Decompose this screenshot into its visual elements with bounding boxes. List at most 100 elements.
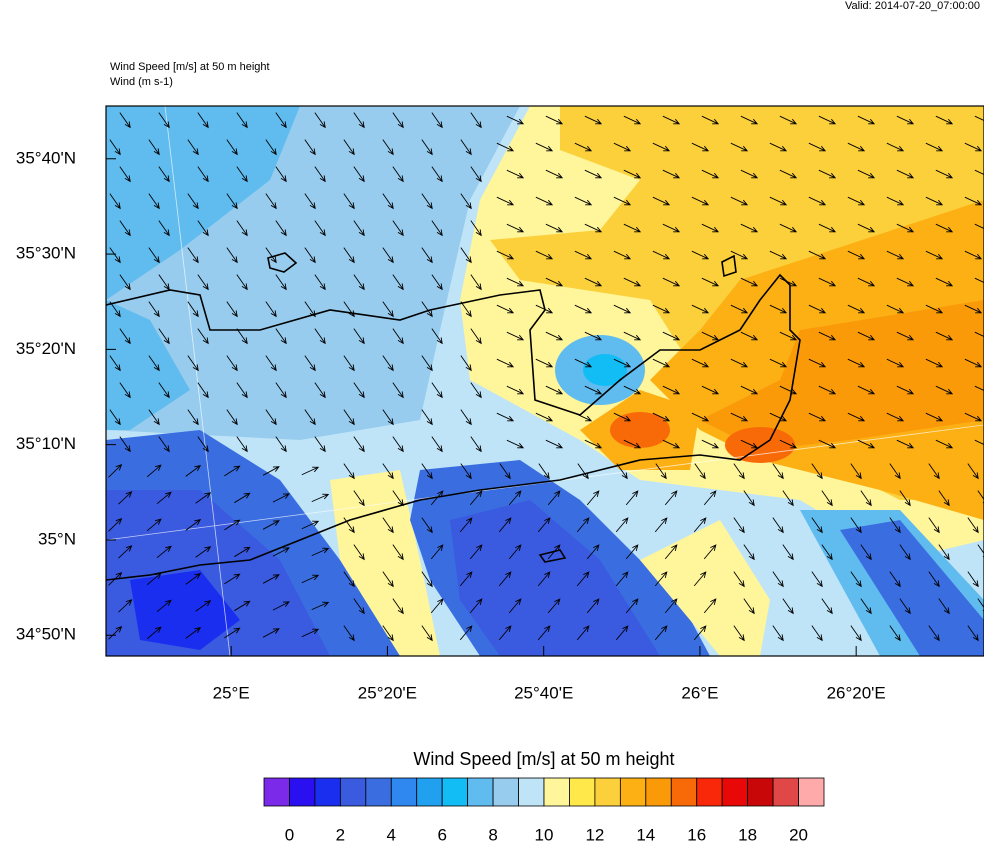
wind-arrow (431, 274, 443, 291)
wind-arrow (733, 463, 745, 480)
wind-field (106, 106, 984, 656)
wind-arrow (857, 223, 876, 233)
color-swatch (772, 777, 799, 807)
wind-arrow (343, 409, 355, 426)
wind-arrow (265, 355, 277, 372)
colorbar-label: 20 (789, 825, 808, 844)
wind-arrow (974, 169, 984, 175)
x-tick-label: 26°E (681, 683, 718, 702)
wind-arrow (469, 598, 483, 614)
wind-arrow (109, 301, 121, 318)
wind-arrow (353, 490, 365, 507)
wind-arrow (850, 517, 862, 534)
wind-arrow (811, 517, 823, 534)
wind-arrow (421, 571, 433, 588)
y-tick-label: 35°30'N (16, 244, 76, 263)
wind-arrow (108, 464, 123, 478)
wind-arrow (623, 169, 642, 179)
wind-arrow (272, 547, 290, 557)
wind-arrow (535, 412, 554, 422)
wind-arrow (460, 247, 472, 264)
wind-arrow (460, 463, 472, 480)
wind-arrow (896, 169, 915, 179)
wind-arrow (506, 223, 525, 233)
wind-arrow (886, 250, 905, 260)
wind-arrow (197, 112, 209, 129)
wind-arrow (730, 196, 749, 206)
wind-arrow (703, 544, 717, 560)
color-swatch (518, 777, 545, 807)
wind-arrow (964, 358, 983, 368)
wind-arrow (743, 598, 755, 615)
wind-arrow (964, 412, 983, 422)
wind-arrow (535, 304, 554, 314)
wind-arrow (470, 166, 482, 183)
wind-arrow (187, 193, 199, 210)
wind-arrow (119, 436, 131, 453)
color-swatch (390, 777, 418, 807)
wind-arrow (460, 301, 472, 318)
wind-arrow (808, 250, 827, 260)
colorbar-label: 0 (285, 825, 294, 844)
wind-arrow (925, 304, 944, 314)
wind-arrow (769, 304, 788, 314)
color-swatch (721, 777, 749, 807)
wind-arrow (158, 382, 170, 399)
wind-arrow (584, 115, 603, 125)
color-swatch (441, 777, 469, 807)
wind-arrow (925, 142, 944, 152)
wind-arrow (652, 250, 671, 260)
wind-arrow (967, 571, 979, 588)
wind-arrow (847, 250, 866, 260)
wind-arrow (886, 358, 905, 368)
wind-arrow (938, 544, 950, 561)
wind-arrow (382, 139, 394, 156)
wind-arrow (847, 358, 866, 368)
wind-arrow (693, 625, 707, 641)
colorbar-label: 18 (738, 825, 757, 844)
wind-arrow (974, 277, 984, 283)
wind-arrow (928, 625, 940, 642)
wind-arrow (498, 517, 512, 533)
wind-arrow (896, 439, 915, 449)
wind-arrow (421, 409, 433, 426)
wind-arrow (808, 304, 827, 314)
wind-arrow (382, 571, 394, 588)
wind-arrow (382, 193, 394, 210)
wind-arrow (470, 274, 482, 291)
wind-arrow (938, 490, 950, 507)
colorbar-label: 10 (535, 825, 554, 844)
wind-arrow (977, 598, 984, 612)
color-swatch (594, 777, 621, 807)
wind-arrow (886, 196, 905, 206)
wind-arrow (353, 274, 365, 291)
wind-arrow (779, 115, 798, 125)
x-tick-label: 25°E (213, 683, 250, 702)
wind-arrow (808, 358, 827, 368)
wind-arrow (821, 544, 833, 561)
wind-arrow (654, 517, 668, 533)
wind-arrow (275, 166, 287, 183)
wind-arrow (818, 331, 837, 341)
wind-arrow (314, 112, 326, 129)
wind-arrow (740, 115, 759, 125)
wind-arrow (304, 247, 316, 264)
wind-arrow (974, 439, 984, 445)
color-swatch (543, 777, 570, 807)
wind-arrow (857, 169, 876, 179)
wind-arrow (109, 355, 121, 372)
wind-arrow (197, 328, 209, 345)
wind-arrow (769, 196, 788, 206)
color-swatch (696, 777, 723, 807)
wind-arrow (265, 193, 277, 210)
wind-arrow (808, 142, 827, 152)
wind-arrow (353, 382, 365, 399)
wind-arrow (576, 517, 590, 533)
wind-arrow (928, 463, 940, 480)
wind-arrow (613, 196, 632, 206)
wind-arrow (693, 517, 707, 533)
wind-arrow (779, 169, 798, 179)
wind-arrow (148, 247, 160, 264)
wind-arrow (615, 571, 629, 587)
